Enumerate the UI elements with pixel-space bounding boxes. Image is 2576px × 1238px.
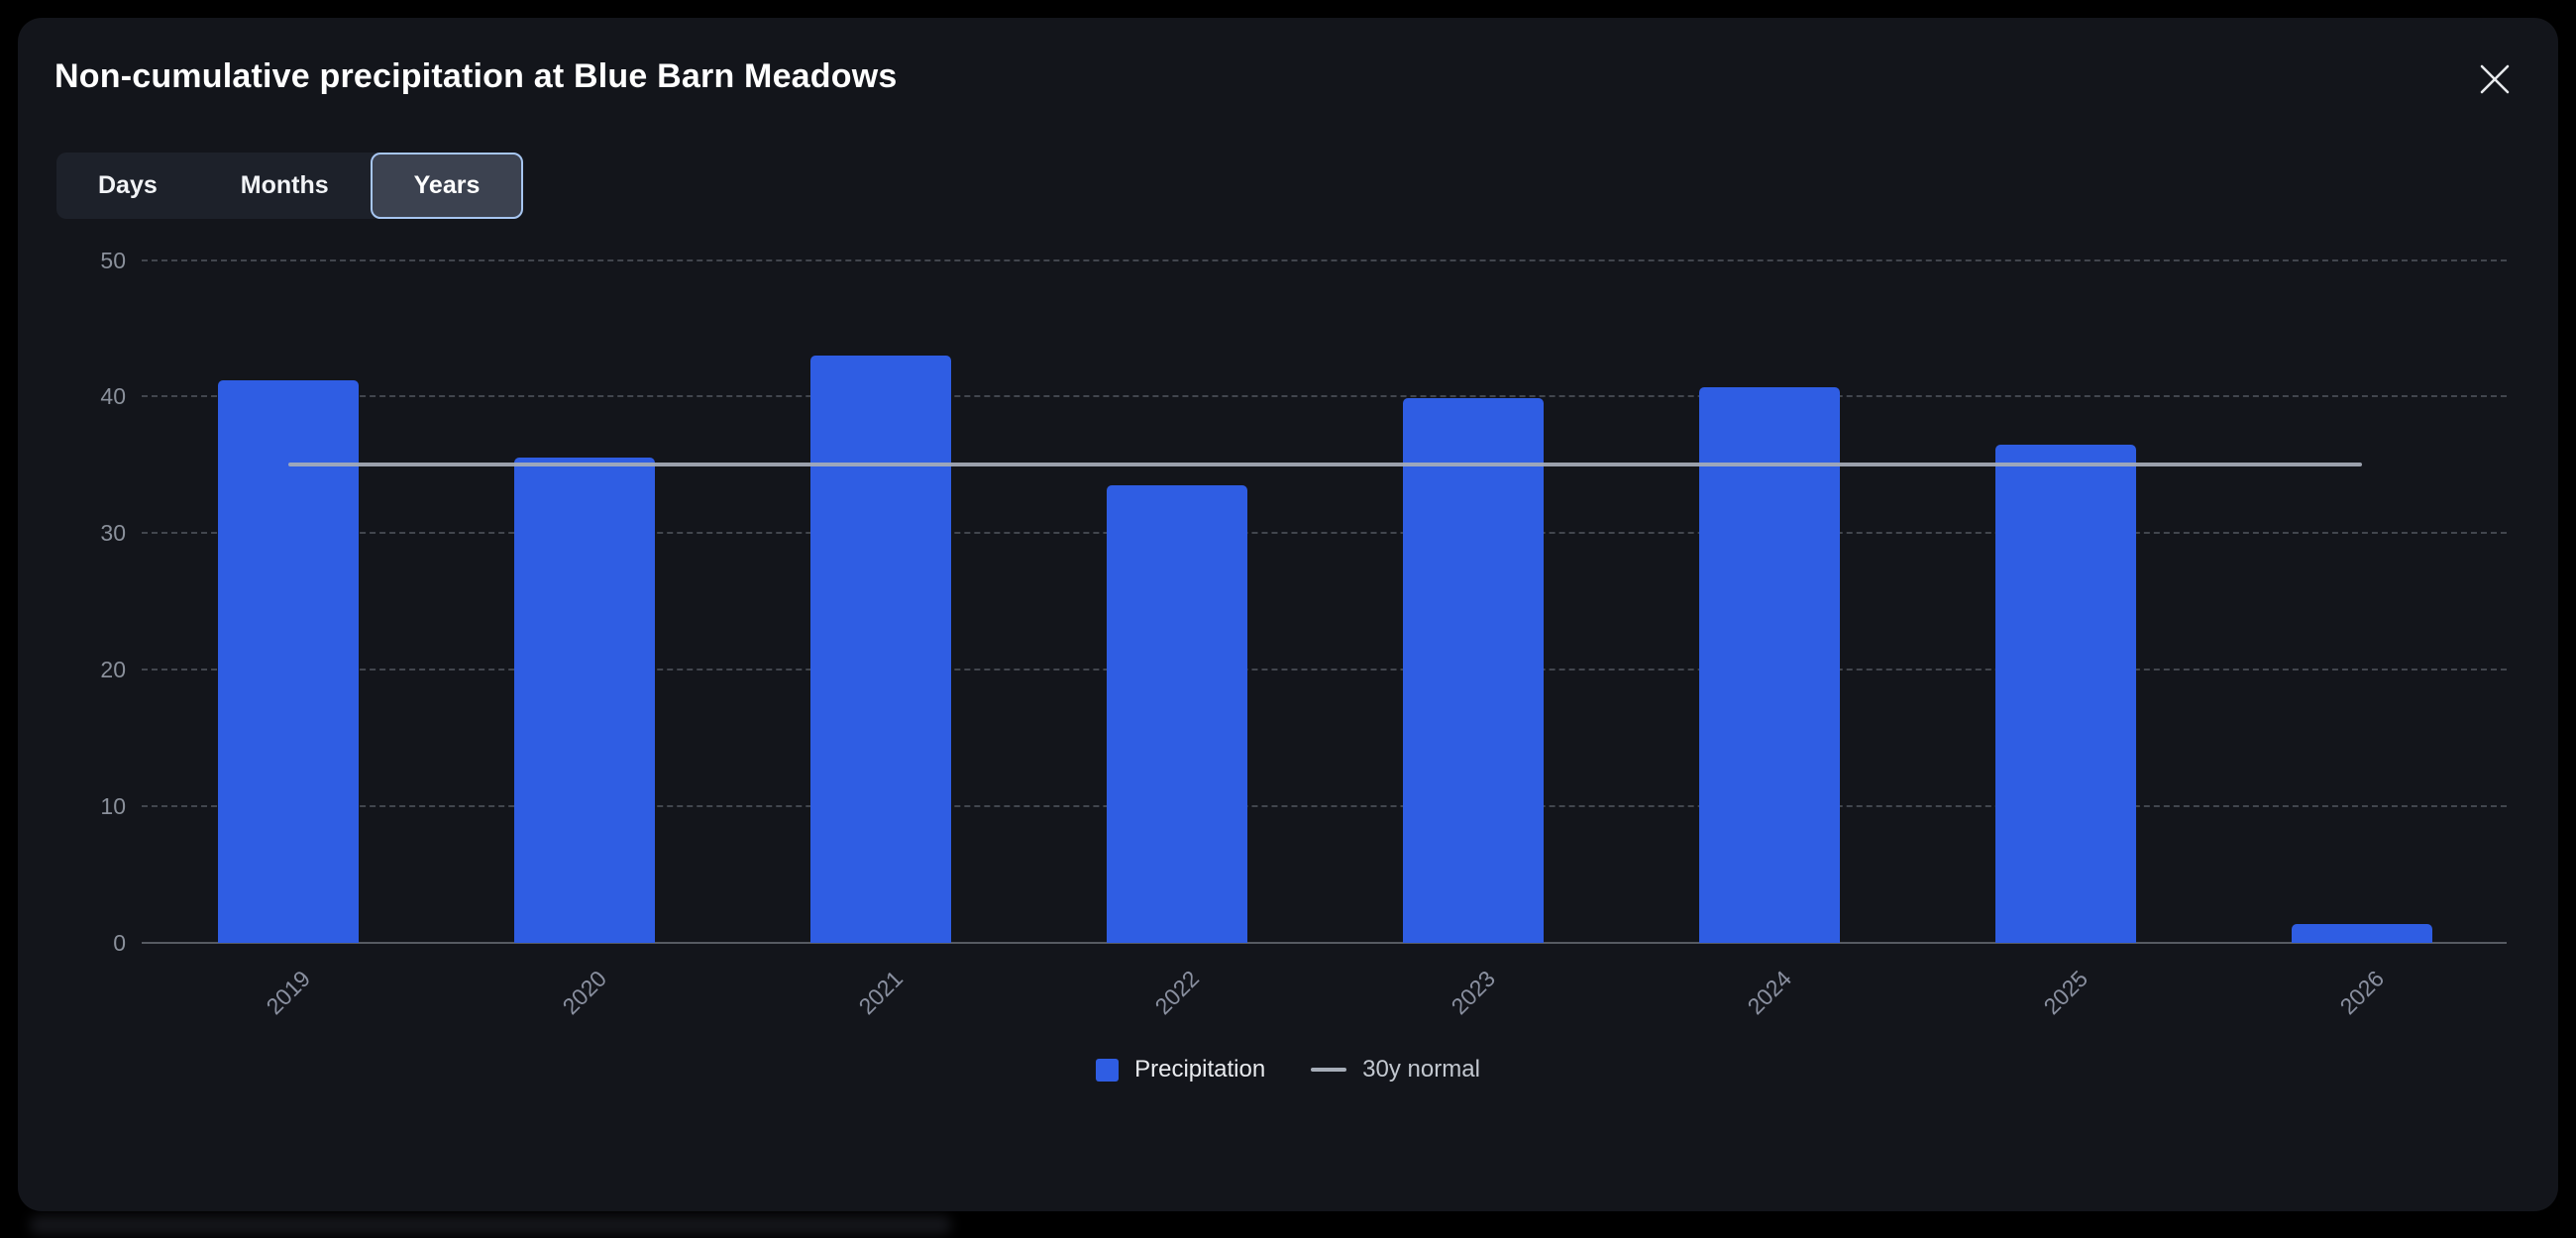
- x-axis-label-2025: 2025: [2038, 965, 2093, 1020]
- x-axis-label-2021: 2021: [853, 965, 909, 1020]
- legend-square-swatch: [1096, 1058, 1120, 1082]
- y-axis-label-30: 30: [100, 520, 126, 547]
- gridline-y-40: [142, 395, 2507, 398]
- bar-2023[interactable]: [1403, 397, 1544, 943]
- background-content-blur: [30, 1216, 951, 1234]
- gridline-y-20: [142, 669, 2507, 671]
- x-axis-label-2019: 2019: [261, 965, 316, 1020]
- modal-title: Non-cumulative precipitation at Blue Bar…: [54, 57, 898, 95]
- legend-line-swatch: [1311, 1068, 1347, 1072]
- y-axis-label-20: 20: [100, 657, 126, 683]
- y-axis-label-10: 10: [100, 793, 126, 820]
- x-axis-label-2023: 2023: [1446, 965, 1501, 1020]
- bar-2019[interactable]: [218, 379, 359, 943]
- legend-label: Precipitation: [1134, 1056, 1266, 1083]
- y-axis-label-50: 50: [100, 247, 126, 273]
- close-icon: [2477, 61, 2513, 97]
- tab-years[interactable]: Years: [370, 153, 524, 219]
- bar-2022[interactable]: [1107, 485, 1247, 943]
- x-axis-label-2026: 2026: [2334, 965, 2390, 1020]
- legend-label: 30y normal: [1362, 1056, 1480, 1083]
- x-axis-label-2020: 2020: [557, 965, 612, 1020]
- normal-line-30y: [288, 463, 2362, 467]
- precipitation-modal: Non-cumulative precipitation at Blue Bar…: [18, 18, 2558, 1211]
- bar-2025[interactable]: [1995, 444, 2136, 943]
- bar-2024[interactable]: [1699, 386, 1840, 943]
- x-axis-label-2022: 2022: [1149, 965, 1205, 1020]
- legend-item-30y-normal[interactable]: 30y normal: [1311, 1056, 1480, 1083]
- bar-2021[interactable]: [810, 356, 951, 943]
- tab-days[interactable]: Days: [56, 153, 199, 219]
- y-axis-label-40: 40: [100, 383, 126, 410]
- gridline-y-10: [142, 805, 2507, 808]
- bar-2026[interactable]: [2292, 923, 2432, 943]
- bar-2020[interactable]: [514, 458, 655, 943]
- legend-item-precipitation[interactable]: Precipitation: [1096, 1056, 1265, 1083]
- gridline-y-30: [142, 532, 2507, 535]
- gridline-y-0: [142, 942, 2507, 944]
- tab-months[interactable]: Months: [199, 153, 371, 219]
- precipitation-chart: 0 10 20 30 40 50 2019 2020 2021 2022 2023 2024 2025 2…: [18, 18, 2558, 1211]
- gridline-y-50: [142, 258, 2507, 261]
- close-button[interactable]: [2471, 55, 2519, 103]
- y-axis-label-0: 0: [113, 930, 126, 956]
- chart-legend: Precipitation 30y normal: [18, 1056, 2558, 1083]
- interval-tab-group: Days Months Years: [56, 153, 524, 219]
- x-axis-label-2024: 2024: [1742, 965, 1797, 1020]
